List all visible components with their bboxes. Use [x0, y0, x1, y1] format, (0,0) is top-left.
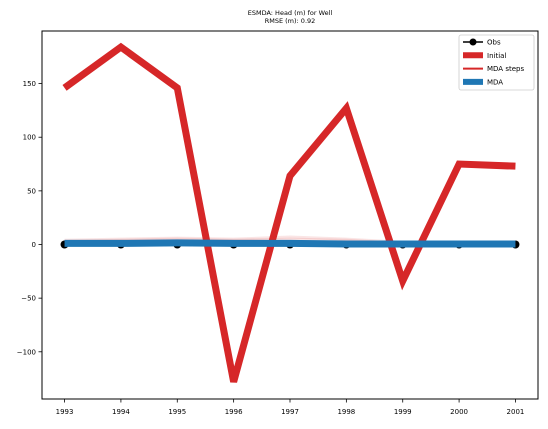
legend-frame [458, 34, 535, 91]
legend-label: MDA [487, 78, 503, 86]
series-mda-line [64, 239, 516, 248]
y-tick-label: 100 [23, 134, 36, 142]
y-axis: −100 −50 0 50 100 150 [17, 80, 42, 356]
x-tick-label: 2000 [450, 408, 468, 416]
x-tick-label: 2001 [507, 408, 525, 416]
y-tick-label: 150 [23, 80, 36, 88]
x-tick-label: 1998 [337, 408, 355, 416]
legend-entry: MDA [463, 78, 503, 86]
series-group [60, 42, 520, 383]
y-tick-label: 50 [27, 187, 36, 195]
legend-entry: Obs [463, 38, 501, 47]
series-initial-line [62, 42, 516, 383]
chart-subtitle: RMSE (m): 0.92 [265, 17, 316, 25]
y-tick-label: 0 [32, 241, 36, 249]
legend-label: Initial [487, 52, 506, 60]
x-tick-label: 1995 [168, 408, 186, 416]
x-tick-label: 1999 [394, 408, 412, 416]
x-tick-label: 1994 [112, 408, 130, 416]
x-tick-label: 1997 [281, 408, 299, 416]
legend-entry: Initial [463, 52, 506, 60]
legend: Obs Initial MDA steps MDA [458, 34, 535, 91]
chart-title: ESMDA: Head (m) for Well [248, 9, 333, 17]
x-tick-label: 1996 [225, 408, 243, 416]
x-axis: 1993 1994 1995 1996 1997 1998 1999 2000 2001 [56, 399, 525, 416]
legend-entry: MDA steps [463, 65, 524, 73]
x-tick-label: 1993 [56, 408, 74, 416]
legend-label: MDA steps [487, 65, 524, 73]
y-tick-label: −100 [17, 348, 36, 356]
legend-obs-marker [469, 38, 477, 46]
y-tick-label: −50 [21, 295, 36, 303]
plot-area [41, 30, 539, 400]
legend-label: Obs [487, 39, 501, 47]
